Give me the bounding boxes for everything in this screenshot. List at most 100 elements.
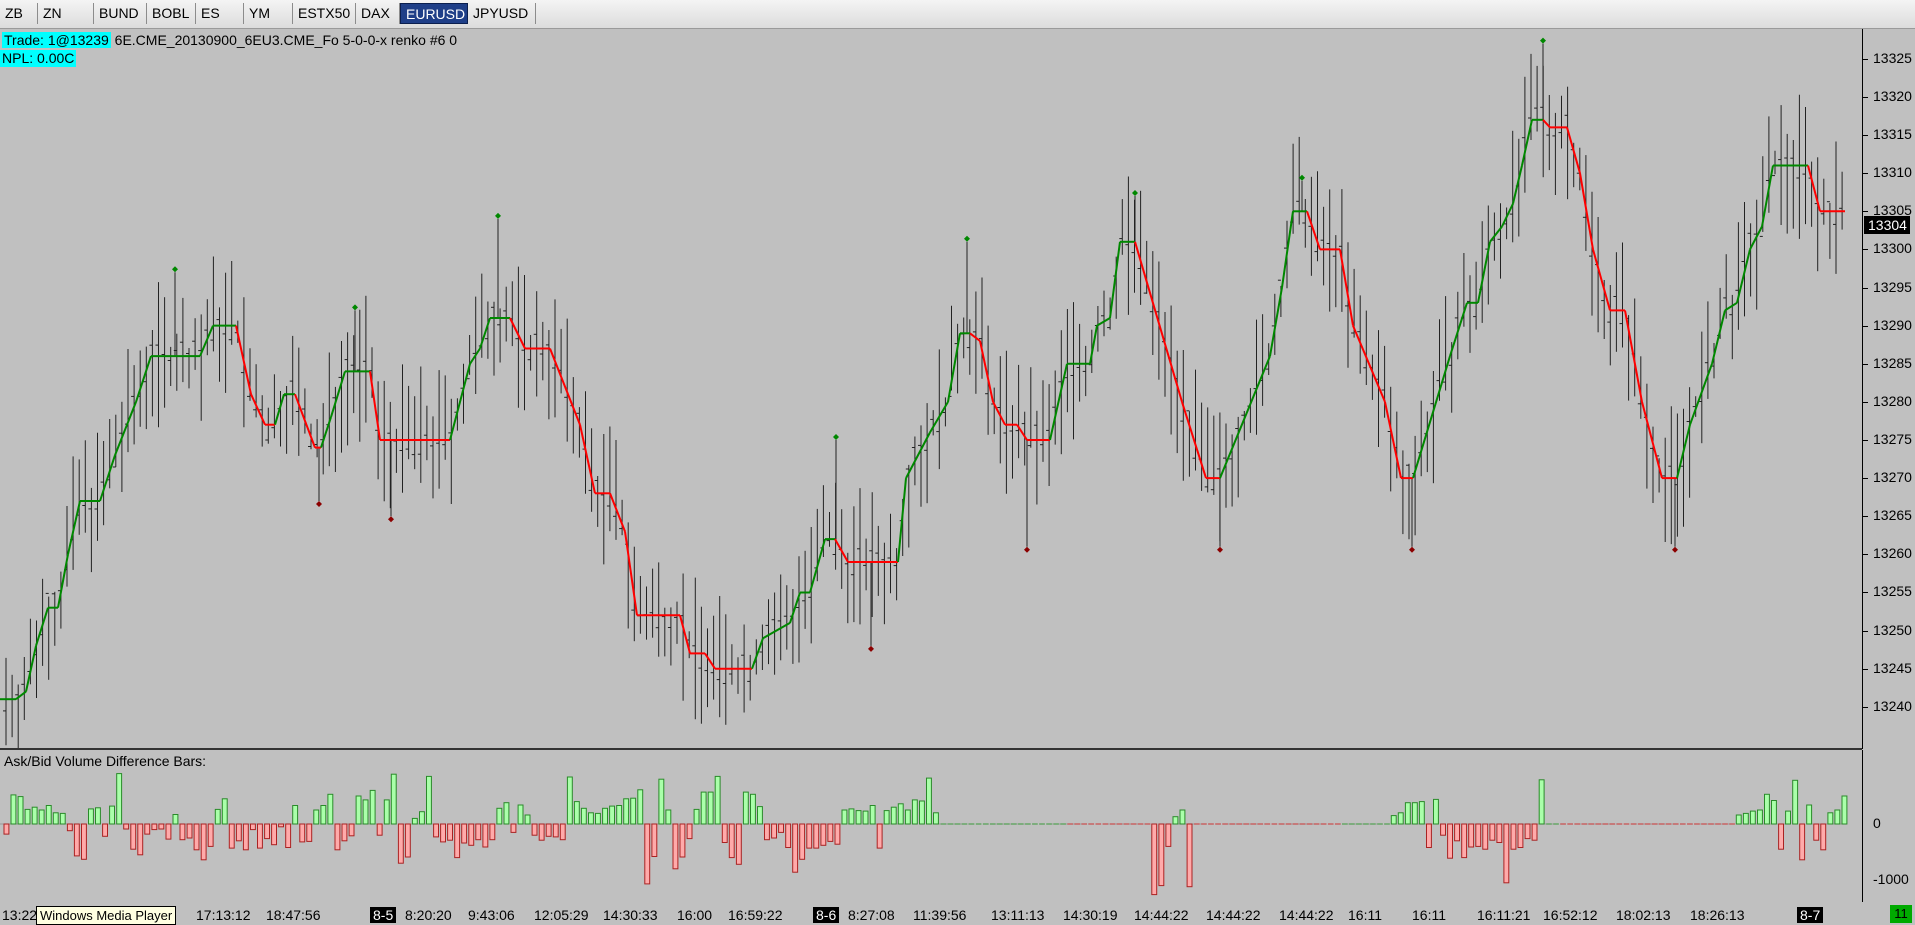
price-tick	[1863, 516, 1868, 518]
price-tick-label: 13290	[1873, 316, 1912, 333]
instrument-tab-bar: ZB ZN BUND BOBL ES YM ESTX50 DAX EURUSD JPYUSD	[0, 0, 1915, 29]
volume-bar	[320, 805, 327, 825]
volume-bar	[123, 823, 130, 830]
price-tick-label: 13255	[1873, 583, 1912, 600]
volume-bar	[658, 778, 665, 825]
volume-bar	[95, 807, 101, 825]
renko-segment	[1049, 363, 1068, 441]
volume-bar	[348, 823, 355, 837]
time-label: 9:43:06	[468, 907, 515, 923]
renko-segment	[1641, 401, 1663, 479]
tab-bund[interactable]: BUND	[94, 3, 147, 24]
volume-bar	[750, 793, 756, 825]
volume-bar	[1482, 823, 1489, 850]
price-tick-label: 13285	[1873, 354, 1912, 371]
volume-bar	[834, 823, 841, 845]
tab-jpyusd[interactable]: JPYUSD	[468, 3, 536, 24]
volume-bar	[1454, 823, 1460, 842]
swing-high-marker	[1540, 37, 1546, 44]
instrument-label: 6E.CME_20130900_6EU3.CME_Fo 5-0-0-x renk…	[114, 32, 458, 48]
price-bars	[3, 53, 1843, 749]
tab-zn[interactable]: ZN	[38, 3, 94, 24]
trade-label: Trade: 1@13239	[2, 32, 111, 48]
renko-segment	[469, 347, 481, 365]
renko-segment	[1689, 363, 1713, 426]
renko-segment	[1542, 119, 1551, 129]
volume-bar	[742, 791, 749, 825]
renko-segment	[449, 363, 471, 441]
renko-segment	[905, 431, 931, 479]
volume-bar	[116, 773, 123, 825]
time-label: 13:22	[2, 907, 38, 923]
price-tick-label: 13295	[1873, 278, 1912, 295]
volume-bar	[876, 823, 883, 849]
tab-es[interactable]: ES	[196, 3, 244, 24]
time-label: 8-7	[1797, 907, 1824, 923]
volume-bar	[383, 799, 390, 825]
volume-bar	[1447, 823, 1453, 859]
volume-bar	[637, 789, 644, 825]
renko-segment	[579, 424, 596, 494]
swing-high-marker	[964, 235, 970, 242]
volume-bar	[651, 823, 658, 857]
time-axis[interactable]: 13:22 17:13:12 18:47:56 8-5 8:20:20 9:43:06 12…	[0, 903, 1915, 925]
volume-chart[interactable]	[0, 750, 1862, 902]
tab-dax[interactable]: DAX	[356, 3, 400, 24]
volume-bar	[1778, 823, 1784, 850]
volume-bar	[609, 805, 615, 825]
price-tick-label: 13250	[1873, 621, 1912, 638]
volume-bar	[496, 807, 503, 825]
renko-segment	[479, 317, 491, 349]
volume-bar	[52, 812, 59, 825]
renko-segment	[320, 416, 332, 448]
panel-divider[interactable]	[0, 748, 1862, 750]
renko-segment	[509, 317, 526, 349]
volume-bar	[257, 823, 263, 849]
renko-segment	[235, 325, 252, 395]
volume-bar	[1496, 823, 1503, 843]
volume-axis[interactable]: 0 -1000	[1862, 750, 1915, 902]
time-label: 16:59:22	[728, 907, 783, 923]
volume-bar	[1735, 814, 1742, 825]
volume-chart-panel[interactable]	[0, 750, 1862, 902]
tab-zb[interactable]: ZB	[0, 3, 38, 24]
tab-bobl[interactable]: BOBL	[147, 3, 196, 24]
price-tick-label: 13260	[1873, 545, 1912, 562]
renko-segment	[969, 332, 981, 342]
volume-bar	[1841, 795, 1848, 825]
tab-estx50[interactable]: ESTX50	[293, 3, 356, 24]
renko-segment	[979, 340, 994, 403]
volume-bar	[193, 823, 200, 851]
volume-bar	[1517, 823, 1524, 848]
volume-bar	[1404, 802, 1411, 825]
volume-bar	[700, 791, 707, 825]
renko-segment	[67, 500, 81, 555]
price-tick	[1863, 211, 1868, 213]
volume-bar	[1834, 809, 1841, 825]
volume-bar	[686, 823, 693, 840]
volume-bar	[242, 823, 249, 851]
volume-bar	[482, 823, 489, 848]
swing-low-marker	[316, 500, 322, 507]
volume-bar	[102, 823, 108, 837]
renko-segment	[330, 371, 346, 418]
tab-eurusd[interactable]: EURUSD	[400, 3, 468, 24]
volume-bar	[10, 794, 17, 825]
volume-bar	[327, 793, 334, 825]
volume-bar	[228, 823, 235, 849]
volume-bar	[1418, 801, 1425, 825]
price-chart-panel[interactable]	[0, 29, 1862, 749]
renko-segment	[369, 371, 381, 441]
time-label: 16:00	[677, 907, 713, 923]
price-axis[interactable]: 13325 13320 13315 13310 13305 13300 13295 13290…	[1862, 29, 1915, 749]
renko-segment	[1016, 424, 1028, 441]
price-chart[interactable]	[0, 29, 1862, 749]
tab-ym[interactable]: YM	[244, 3, 293, 24]
renko-segment	[992, 401, 1006, 426]
time-label: 8-5	[370, 907, 397, 923]
renko-segment	[57, 554, 69, 608]
corner-badge: 11	[1890, 905, 1912, 923]
volume-bar	[1165, 823, 1172, 847]
volume-bar	[503, 802, 510, 825]
volume-bar	[1433, 798, 1439, 825]
